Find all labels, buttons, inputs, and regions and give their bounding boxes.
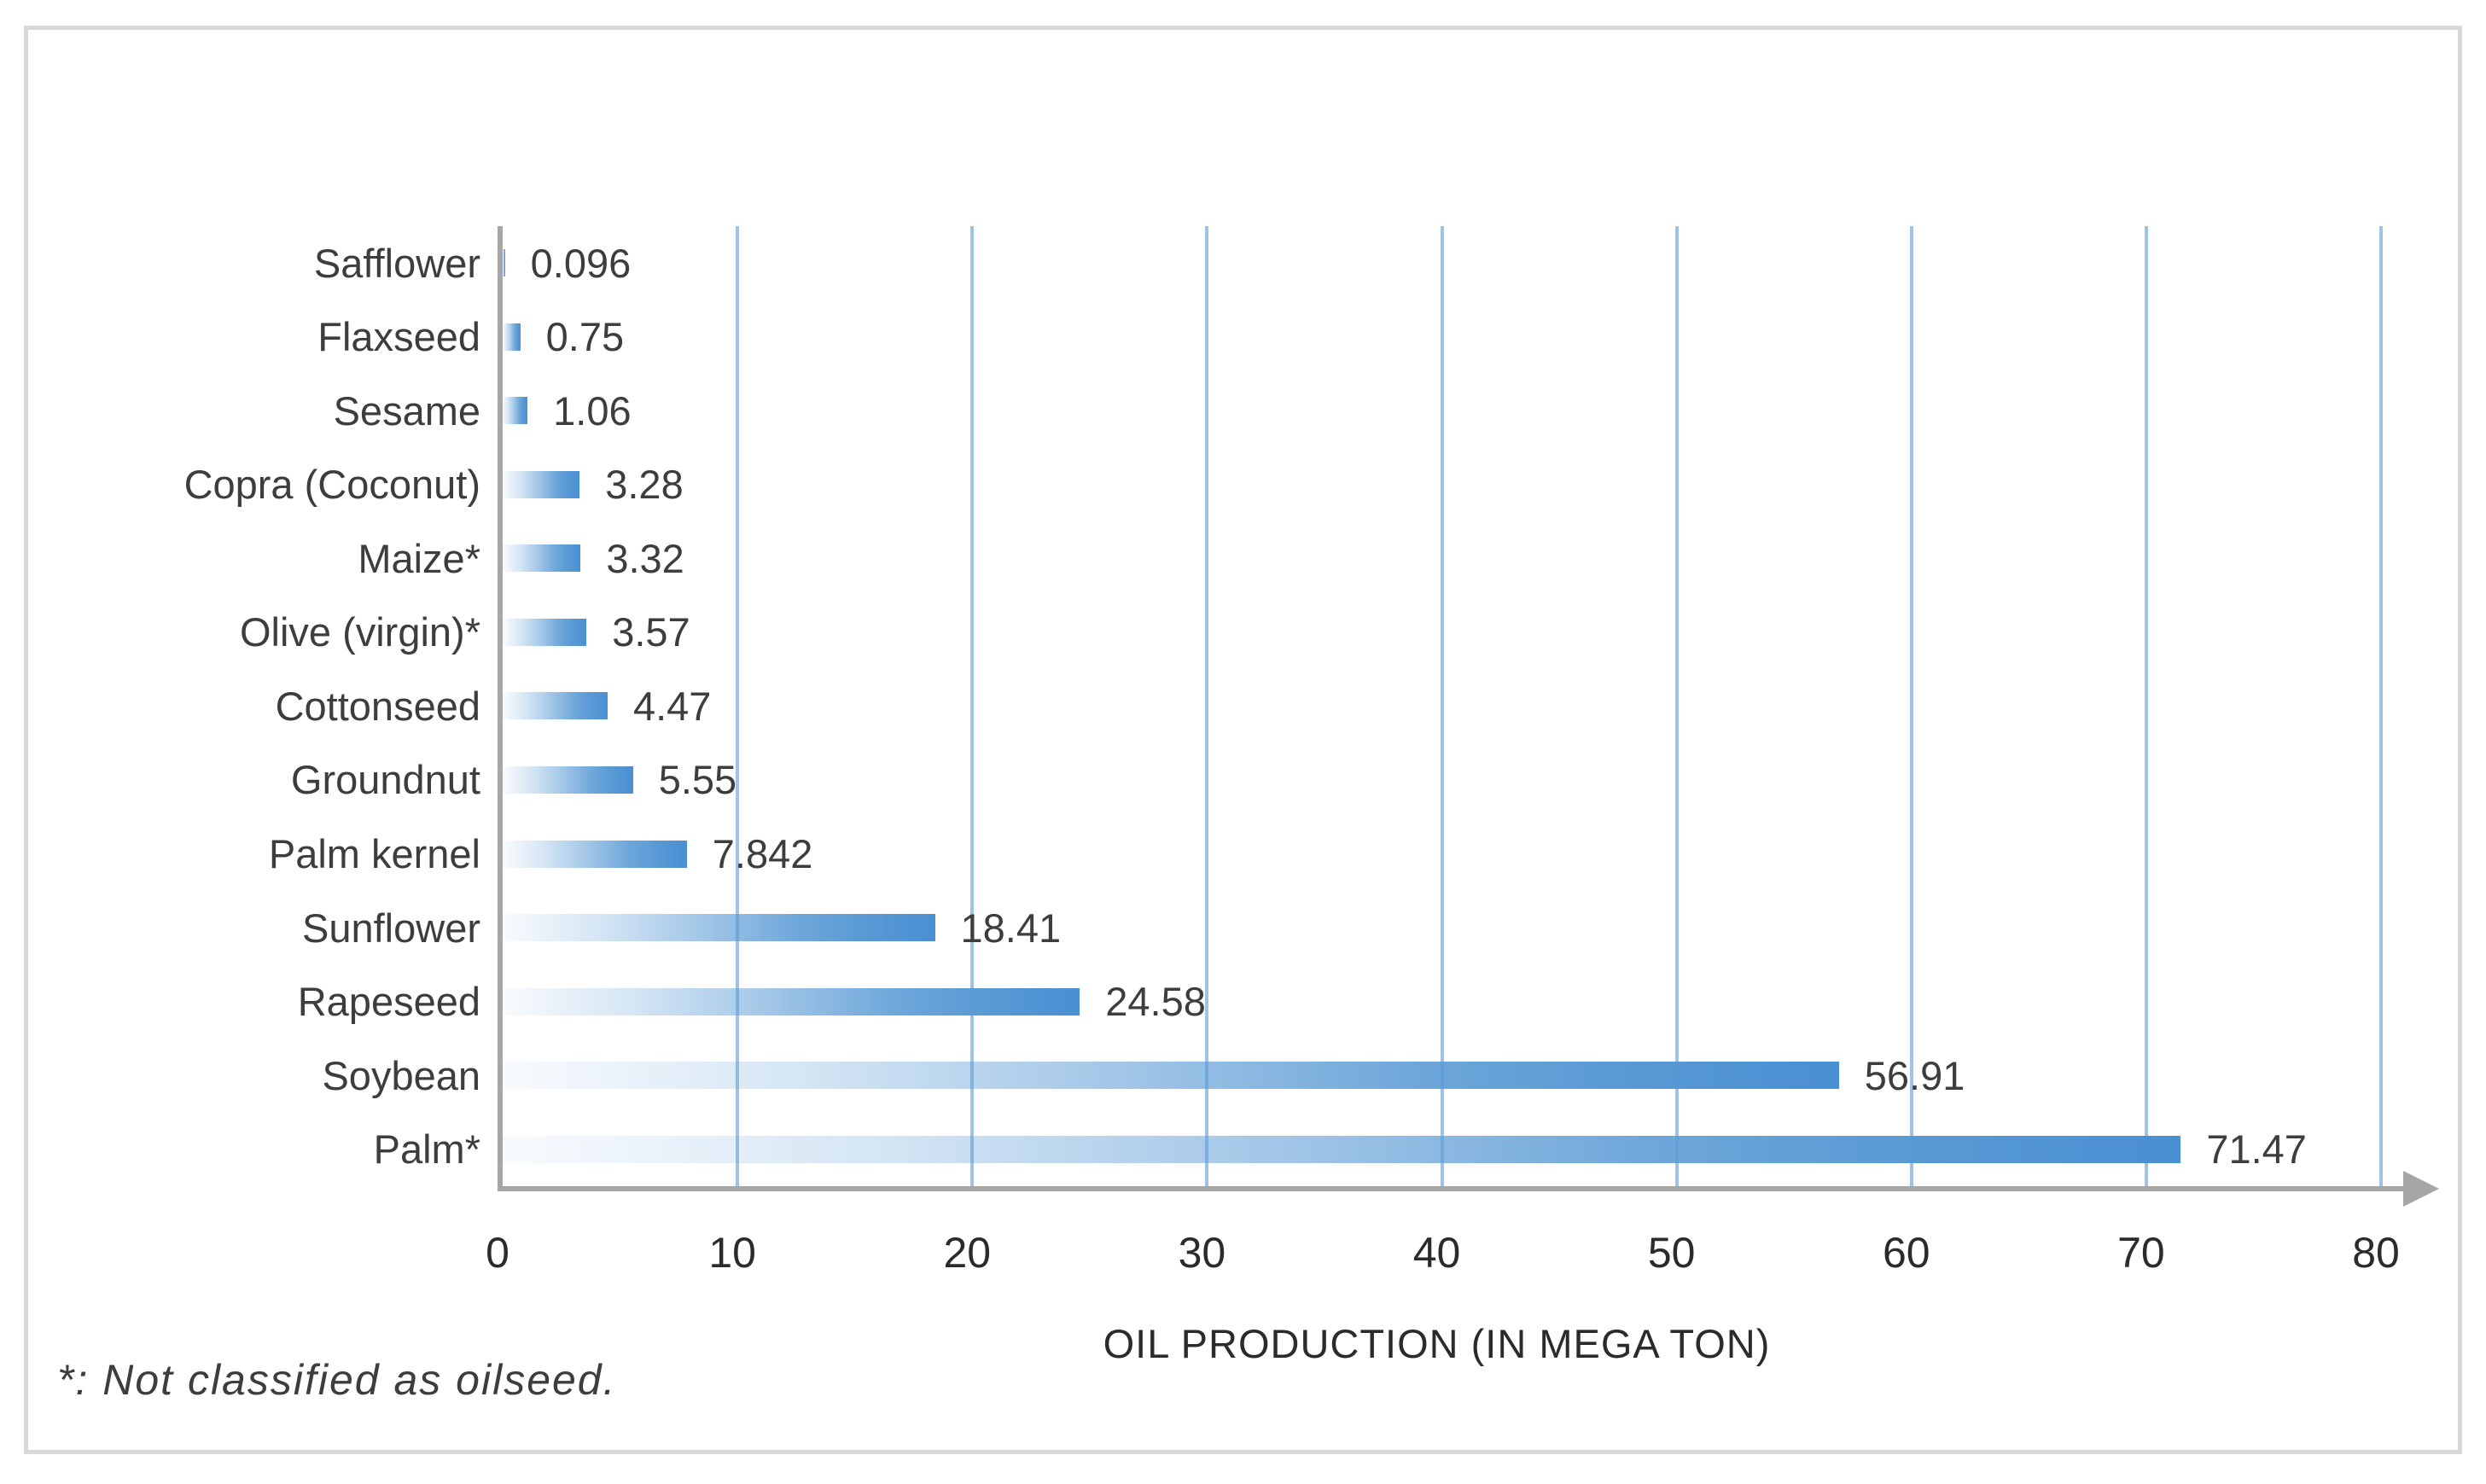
gridline	[1440, 226, 1444, 1186]
bar	[503, 987, 1080, 1016]
x-axis-tick-label: 70	[2117, 1229, 2165, 1277]
x-axis-tick-labels: 0 10 20 30 40 50 60 70 80	[486, 1229, 2400, 1283]
bars-layer: 0.096 0.75 1.06 3.28 3.32 3.57 4.47 5.55…	[503, 226, 2381, 1186]
bar	[503, 1062, 1839, 1090]
category-label: Palm kernel	[268, 831, 480, 877]
bar-row: 4.47	[503, 669, 2381, 743]
bar	[503, 765, 633, 794]
category-axis-labels: Safflower Flaxseed Sesame Copra (Coconut…	[37, 226, 480, 1186]
gridline	[1205, 226, 1209, 1186]
category-label: Soybean	[322, 1052, 480, 1098]
category-label: Flaxseed	[317, 314, 480, 360]
category-label: Copra (Coconut)	[183, 462, 480, 508]
bar-row: 7.842	[503, 817, 2381, 891]
gridline	[1674, 226, 1679, 1186]
bar-row: 1.06	[503, 374, 2381, 448]
gridline	[2379, 226, 2383, 1186]
category-label: Cottonseed	[275, 683, 480, 729]
gridline	[1909, 226, 1913, 1186]
bar	[503, 840, 687, 868]
bar-row: 3.32	[503, 521, 2381, 596]
bar	[503, 618, 587, 646]
bar-value-label: 24.58	[1105, 979, 1206, 1025]
bar-value-label: 18.41	[960, 905, 1062, 951]
bar-row: 71.47	[503, 1112, 2381, 1186]
x-axis-arrow-icon	[2403, 1171, 2439, 1207]
bar-row: 0.096	[503, 226, 2381, 300]
category-label: Sesame	[333, 387, 480, 434]
bar	[503, 323, 521, 351]
bar-row: 56.91	[503, 1039, 2381, 1113]
gridline	[736, 226, 740, 1186]
bar	[503, 249, 505, 277]
category-label: Rapeseed	[297, 979, 480, 1025]
bar-row: 3.57	[503, 596, 2381, 670]
bar-value-label: 71.47	[2206, 1126, 2307, 1173]
bar	[503, 914, 935, 942]
bar-row: 24.58	[503, 964, 2381, 1039]
bar-value-label: 56.91	[1864, 1052, 1965, 1098]
x-axis-tick-label: 20	[943, 1229, 992, 1277]
bar-row: 3.28	[503, 448, 2381, 522]
bar	[503, 397, 528, 425]
x-axis-tick-label: 50	[1647, 1229, 1696, 1277]
bar-row: 18.41	[503, 891, 2381, 965]
bar-value-label: 3.32	[606, 535, 684, 581]
x-axis-tick-label: 30	[1178, 1229, 1226, 1277]
bar-value-label: 5.55	[658, 757, 737, 803]
plot-area: 0.096 0.75 1.06 3.28 3.32 3.57 4.47 5.55…	[184, 226, 2439, 1207]
bar-row: 5.55	[503, 743, 2381, 818]
category-label: Palm*	[373, 1126, 480, 1173]
x-axis-tick-label: 80	[2352, 1229, 2400, 1277]
category-label: Sunflower	[302, 905, 480, 951]
bar	[503, 470, 580, 498]
bar-value-label: 3.57	[612, 609, 690, 655]
gridline	[2144, 226, 2148, 1186]
category-label: Groundnut	[290, 757, 480, 803]
bar-value-label: 1.06	[553, 387, 632, 434]
category-label: Safflower	[313, 240, 480, 286]
bar	[503, 692, 608, 720]
bar	[503, 1135, 2181, 1163]
bar-value-label: 0.096	[530, 240, 632, 286]
bar-value-label: 7.842	[712, 831, 813, 877]
bar	[503, 544, 581, 573]
category-label: Maize*	[358, 535, 480, 581]
bar-value-label: 3.28	[605, 462, 684, 508]
x-axis-tick-label: 0	[486, 1229, 509, 1277]
x-axis-tick-label: 40	[1412, 1229, 1461, 1277]
bar-value-label: 4.47	[632, 683, 712, 729]
category-label: Olive (virgin)*	[239, 609, 480, 655]
bar-row: 0.75	[503, 300, 2381, 375]
x-axis-line-extension	[2381, 1186, 2405, 1191]
x-axis-title: OIL PRODUCTION (IN MEGA TON)	[1103, 1321, 1771, 1366]
chart-frame: 0.096 0.75 1.06 3.28 3.32 3.57 4.47 5.55…	[24, 26, 2462, 1454]
gridline	[970, 226, 975, 1186]
x-axis-tick-label: 60	[1882, 1229, 1930, 1277]
chart-footnote: *: Not classified as oilseed.	[57, 1356, 617, 1404]
x-axis-tick-label: 10	[708, 1229, 756, 1277]
bar-value-label: 0.75	[545, 314, 625, 360]
